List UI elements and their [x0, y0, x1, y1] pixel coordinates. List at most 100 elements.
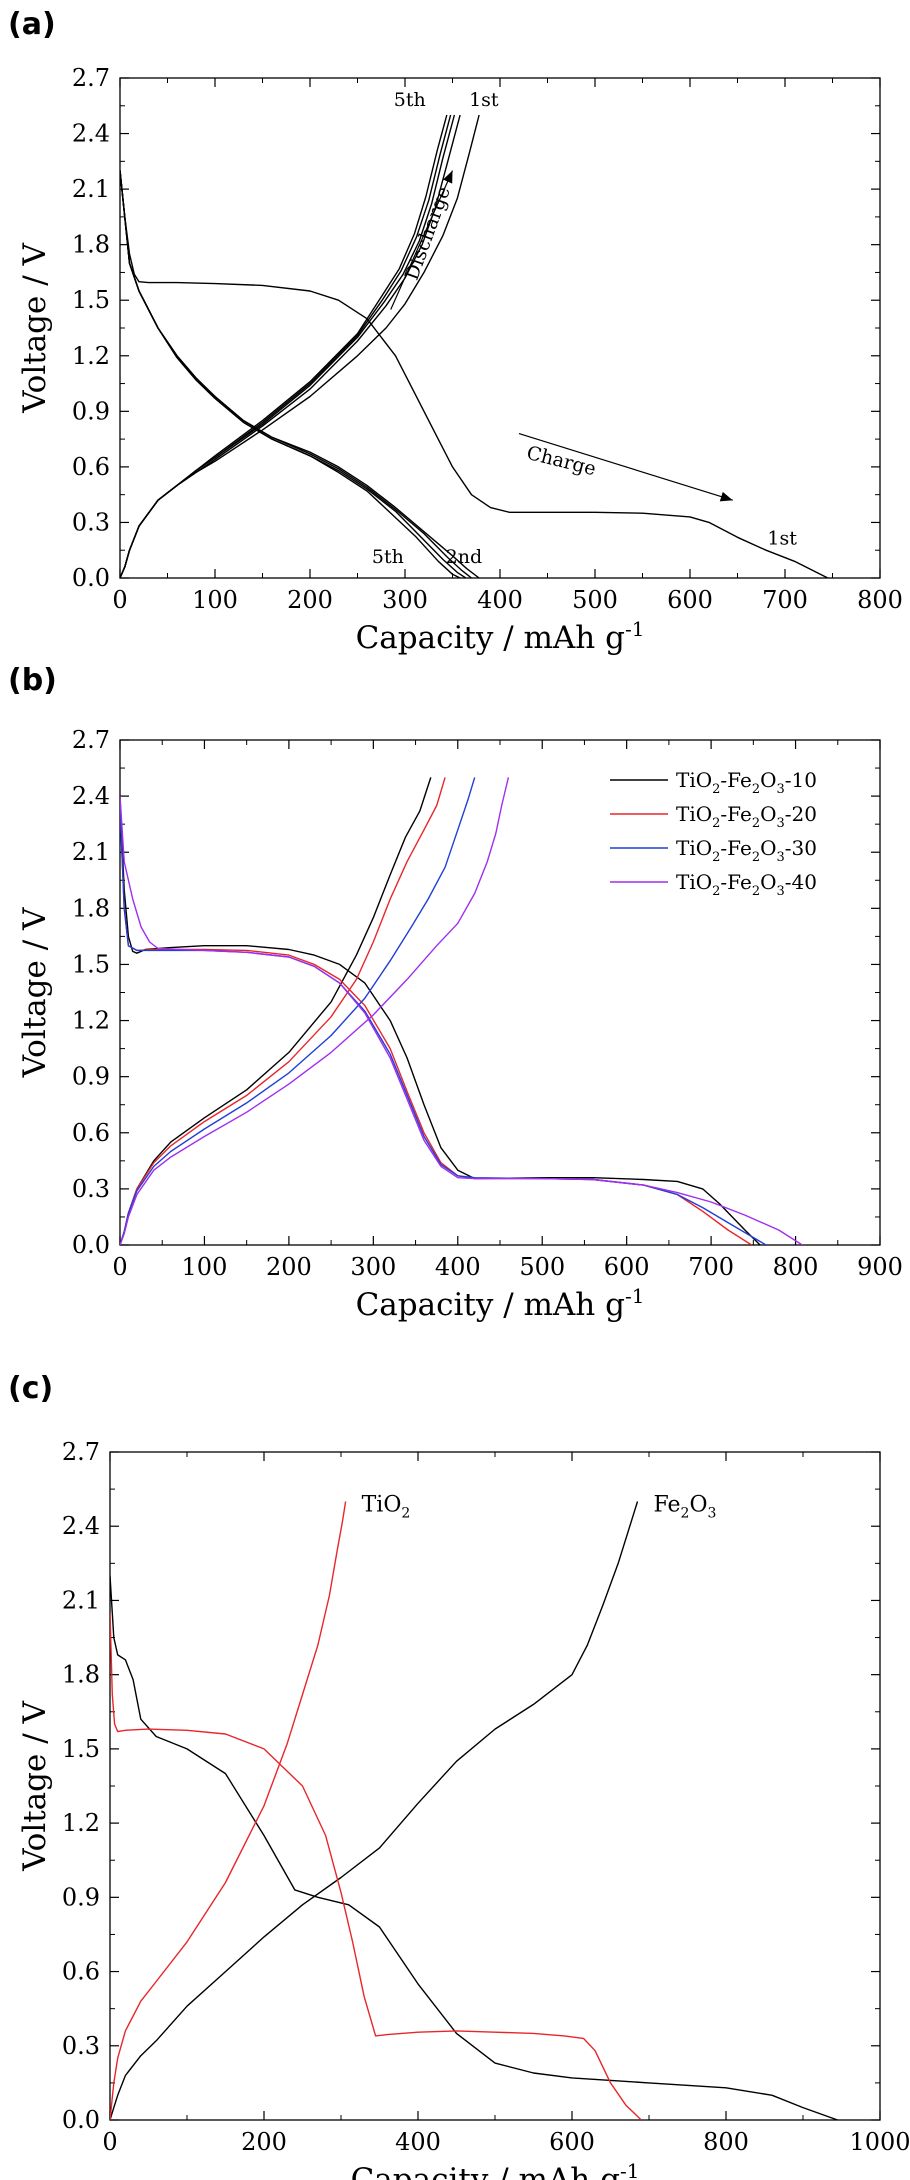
series-line-4 — [120, 170, 467, 578]
annotation-arrow — [390, 170, 454, 310]
y-tick-label: 0.6 — [72, 453, 110, 481]
y-tick-label: 0.3 — [72, 1175, 110, 1203]
y-tick-label: 0.0 — [72, 1231, 110, 1259]
series-line-7 — [120, 796, 803, 1245]
y-tick-label: 1.8 — [72, 894, 110, 922]
x-tick-label: 100 — [192, 586, 238, 614]
x-tick-label: 400 — [395, 2128, 441, 2156]
series-line-6 — [120, 777, 476, 1245]
x-tick-label: 0 — [112, 586, 127, 614]
x-tick-label: 700 — [688, 1253, 734, 1281]
x-axis-label: Capacity / mAh g-1 — [356, 1284, 645, 1323]
legend-label: TiO2-Fe2O3-30 — [676, 836, 817, 865]
series-line-6 — [120, 114, 480, 578]
y-tick-label: 0.6 — [62, 1958, 100, 1986]
x-tick-label: 300 — [350, 1253, 396, 1281]
x-tick-label: 500 — [519, 1253, 565, 1281]
annotation-label: 2nd — [446, 546, 483, 568]
y-tick-label: 2.4 — [72, 782, 110, 810]
series-line-3 — [110, 1612, 642, 2120]
annotation-label: 1st — [767, 528, 797, 550]
x-tick-label: 0 — [112, 1253, 127, 1281]
series-line-1 — [120, 796, 761, 1245]
annotation-label: 5th — [394, 89, 426, 111]
y-axis-label: Voltage / V — [17, 1700, 53, 1871]
x-tick-label: 100 — [182, 1253, 228, 1281]
y-tick-label: 1.8 — [62, 1661, 100, 1689]
x-tick-label: 200 — [241, 2128, 287, 2156]
x-tick-label: 600 — [549, 2128, 595, 2156]
chart-panel-3: (c) 0 200 400 600 800 1000 0.0 0.3 0.6 0.9 1.2 1.5 1.… — [8, 1371, 910, 2180]
series-line-5 — [120, 805, 767, 1245]
annotation-label: 5th — [372, 546, 404, 568]
legend-label: TiO2-Fe2O3-40 — [676, 870, 817, 899]
x-tick-label: 600 — [604, 1253, 650, 1281]
y-tick-label: 1.2 — [62, 1809, 100, 1837]
x-axis-label: Capacity / mAh g-1 — [351, 2159, 640, 2180]
y-tick-label: 2.4 — [62, 1512, 100, 1540]
y-tick-label: 2.1 — [62, 1586, 100, 1614]
arrow-head — [443, 170, 453, 184]
x-tick-label: 800 — [857, 586, 903, 614]
y-tick-label: 2.1 — [72, 175, 110, 203]
x-tick-label: 600 — [667, 586, 713, 614]
x-tick-label: 1000 — [849, 2128, 910, 2156]
y-tick-label: 1.5 — [62, 1735, 100, 1763]
y-tick-label: 2.7 — [72, 726, 110, 754]
x-tick-label: 700 — [762, 586, 808, 614]
x-tick-label: 800 — [773, 1253, 819, 1281]
series-line-5 — [120, 170, 461, 578]
series-line-8 — [120, 777, 510, 1245]
x-axis-label: Capacity / mAh g-1 — [356, 617, 645, 656]
y-tick-label: 0.0 — [62, 2106, 100, 2134]
panel-label: (c) — [8, 1371, 53, 1406]
chart-panel-1: (a) 0 100 200 300 400 500 600 700 800 0.0 0.3 0.6 0.9… — [8, 7, 903, 656]
y-tick-label: 2.7 — [62, 1438, 100, 1466]
y-tick-label: 1.5 — [72, 950, 110, 978]
y-tick-label: 0.9 — [62, 1883, 100, 1911]
series-line-10 — [120, 114, 448, 578]
y-tick-label: 2.1 — [72, 838, 110, 866]
series-line-1 — [110, 1575, 838, 2120]
x-tick-label: 0 — [102, 2128, 117, 2156]
y-tick-label: 0.3 — [72, 508, 110, 536]
y-tick-label: 0.0 — [72, 564, 110, 592]
curve-label: TiO2 — [362, 1492, 411, 1521]
annotation-label: 1st — [469, 89, 499, 111]
series-line-4 — [110, 1501, 347, 2120]
legend-label: TiO2-Fe2O3-20 — [676, 802, 817, 831]
series-line-3 — [120, 805, 752, 1245]
legend-label: TiO2-Fe2O3-10 — [676, 768, 817, 797]
series-line-1 — [120, 170, 829, 578]
y-tick-label: 1.8 — [72, 231, 110, 259]
x-tick-label: 900 — [857, 1253, 903, 1281]
y-axis-label: Voltage / V — [17, 907, 53, 1078]
y-tick-label: 2.7 — [72, 64, 110, 92]
x-tick-label: 400 — [435, 1253, 481, 1281]
x-tick-label: 400 — [477, 586, 523, 614]
y-tick-label: 0.3 — [62, 2032, 100, 2060]
chart-panel-2: (b) 0 100 200 300 400 500 600 700 800 900 0.0 0.3 0.6… — [8, 663, 903, 1323]
panel-label: (a) — [8, 7, 56, 42]
series-line-4 — [120, 777, 446, 1245]
y-tick-label: 1.2 — [72, 1007, 110, 1035]
y-tick-label: 2.4 — [72, 120, 110, 148]
y-axis-label: Voltage / V — [17, 242, 53, 413]
curve-label: Fe2O3 — [653, 1492, 716, 1521]
plot-frame — [119, 77, 881, 579]
series-line-2 — [110, 1501, 639, 2120]
y-tick-label: 0.9 — [72, 397, 110, 425]
x-tick-label: 800 — [703, 2128, 749, 2156]
x-tick-label: 200 — [266, 1253, 312, 1281]
annotation-arrow — [518, 432, 733, 501]
panel-label: (b) — [8, 663, 57, 698]
x-tick-label: 200 — [287, 586, 333, 614]
y-tick-label: 0.6 — [72, 1119, 110, 1147]
arrow-head — [719, 491, 733, 502]
x-tick-label: 500 — [572, 586, 618, 614]
y-tick-label: 0.9 — [72, 1063, 110, 1091]
x-tick-label: 300 — [382, 586, 428, 614]
y-tick-label: 1.5 — [72, 286, 110, 314]
plot-frame — [109, 1451, 881, 2121]
